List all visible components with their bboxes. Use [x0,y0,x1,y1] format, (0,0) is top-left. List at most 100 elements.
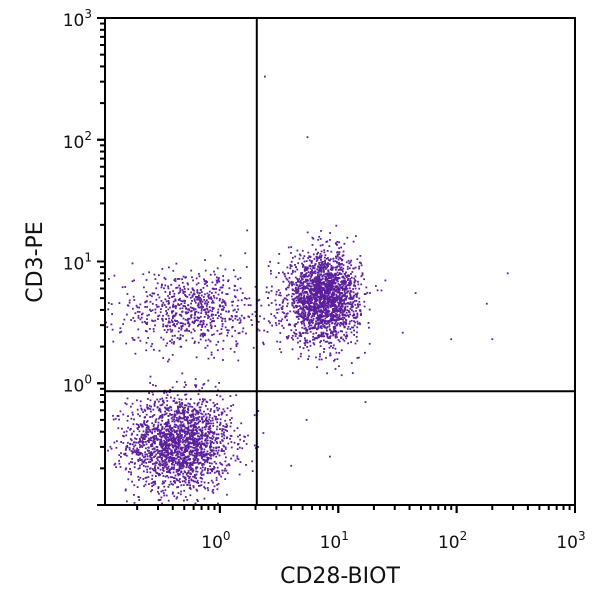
data-point [308,265,311,267]
data-point [203,410,205,413]
data-point [178,313,181,316]
data-point [219,254,222,257]
data-point [235,340,238,343]
data-point [349,307,352,310]
data-point [145,429,148,431]
data-point [357,322,359,325]
data-point [172,269,175,272]
data-point [316,314,319,317]
data-point [206,419,209,422]
data-point [162,443,165,445]
data-point [198,437,201,440]
data-point [205,413,207,416]
data-point [226,493,228,496]
data-point [196,467,198,469]
data-point [178,415,181,418]
data-point [170,453,173,456]
data-point [174,402,177,404]
data-point [237,278,239,281]
data-point [163,277,166,279]
data-point [312,253,315,256]
data-point [312,290,315,292]
data-point [354,342,357,345]
data-point [179,457,182,460]
data-point [198,462,201,464]
data-point [149,456,152,458]
data-point [321,332,323,335]
data-point [210,314,213,317]
data-point [317,289,320,292]
data-point [186,420,189,423]
data-point [343,283,346,286]
data-point [300,352,302,355]
data-point [325,287,328,290]
data-point [358,287,361,290]
data-point [330,272,332,275]
data-point [177,418,180,421]
data-point [174,448,177,451]
data-point [209,324,212,326]
data-point [211,310,214,313]
data-point [119,466,122,468]
data-point [330,293,333,296]
data-point [160,440,163,443]
data-point [329,298,332,301]
data-point [317,274,319,276]
data-point [302,275,304,278]
data-point [193,300,196,302]
data-point [298,298,301,301]
data-point [144,424,147,426]
data-point [274,299,277,302]
data-point [151,448,154,451]
data-point [153,423,155,426]
data-point [180,446,182,449]
data-point [330,313,333,315]
data-point [274,316,277,319]
data-point [198,426,200,428]
data-point [199,472,202,475]
data-point [313,258,316,260]
data-point [188,323,191,326]
data-point [336,313,338,316]
data-point [206,401,209,403]
data-point [165,391,168,394]
data-point [216,466,219,469]
data-point [344,292,347,295]
data-point [330,289,333,292]
data-point [350,282,353,285]
data-point [330,250,333,253]
data-point [329,274,332,277]
data-point [295,286,297,289]
data-point [338,294,341,296]
data-point [329,337,331,340]
data-point [197,432,200,435]
data-point [326,336,329,338]
data-point [182,452,184,455]
data-point [303,327,306,330]
data-point [333,297,335,300]
data-point [225,469,228,472]
data-point [333,303,336,306]
data-point [162,338,165,341]
data-point [152,428,155,430]
data-point [188,441,191,444]
data-point [162,357,165,359]
data-point [188,467,191,470]
data-point [310,319,312,321]
data-point [351,298,354,301]
data-point [195,411,198,414]
data-point [126,419,129,422]
data-point [270,290,273,292]
data-point [317,310,320,312]
data-point [203,278,205,281]
data-point [183,448,186,451]
data-point [341,295,344,298]
data-point [200,480,203,483]
data-point [184,300,186,302]
data-point [356,312,359,315]
data-point [211,417,214,420]
data-point [297,290,299,293]
data-point [204,269,207,272]
data-point [325,309,328,311]
data-point [111,328,114,331]
